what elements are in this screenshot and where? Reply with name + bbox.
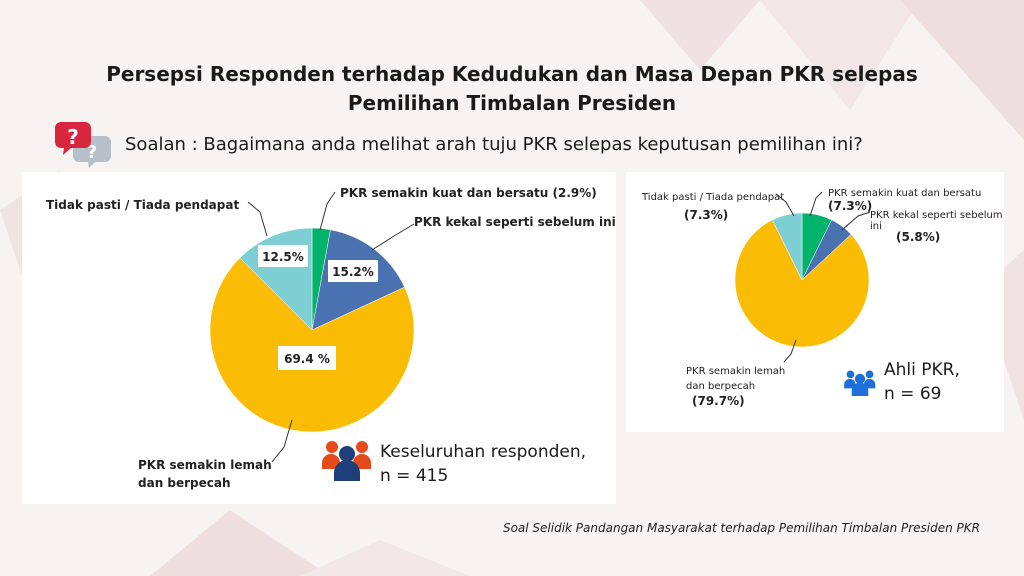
label-strong: PKR semakin kuat dan bersatu (2.9%) (340, 186, 597, 200)
label-weak-2: PKR semakin lemah dan berpecah (686, 366, 786, 392)
respondents-legend-all: Keseluruhan responden, n = 415 (380, 442, 587, 486)
value-strong: (2.9%) (552, 186, 597, 200)
value-weak-2: (79.7%) (692, 394, 745, 408)
value-unsure-2: (7.3%) (684, 208, 729, 222)
leader-line-weak (271, 419, 293, 463)
leader-line-unsure-2 (775, 193, 795, 217)
leader-line-strong (319, 191, 336, 231)
question-text: Soalan : Bagaimana anda melihat arah tuj… (125, 133, 863, 155)
svg-text:69.4 %: 69.4 % (284, 352, 330, 366)
value-box-same: 15.2% (328, 260, 378, 282)
pie-2-slices (734, 212, 870, 348)
chart-panel-pkr-members: PKR semakin kuat dan bersatu (7.3%) PKR … (626, 172, 1004, 432)
leader-line-weak-2 (783, 339, 797, 363)
value-strong-2: (7.3%) (828, 199, 873, 213)
leader-line-same-2 (841, 211, 871, 231)
svg-text:?: ? (67, 125, 79, 149)
svg-text:?: ? (87, 142, 97, 163)
pie-chart-all: 12.5% 15.2% 69.4 % (209, 191, 415, 463)
label-unsure-2: Tidak pasti / Tiada pendapat (642, 192, 785, 203)
value-box-unsure: 12.5% (258, 245, 308, 267)
label-same: PKR kekal seperti sebelum ini (414, 215, 616, 229)
value-box-weak: 69.4 % (278, 346, 336, 370)
question-bubbles-icon: ? ? (55, 122, 111, 168)
people-group-icon (844, 370, 876, 396)
question-row: ? ? Soalan : Bagaimana anda melihat arah… (55, 120, 863, 168)
source-note: Soal Selidik Pandangan Masyarakat terhad… (502, 521, 980, 535)
label-strong-2: PKR semakin kuat dan bersatu (7.3%) (828, 188, 982, 213)
leader-line-same (371, 223, 415, 251)
respondents-legend-members: Ahli PKR, n = 69 (884, 360, 960, 404)
title-line-1: Persepsi Responden terhadap Kedudukan da… (106, 62, 918, 86)
chart-panel-all-respondents: 12.5% 15.2% 69.4 % PKR semakin kuat dan … (22, 172, 616, 504)
leader-line-unsure (247, 201, 268, 237)
value-same-2: (5.8%) (896, 230, 941, 244)
page-title: Persepsi Responden terhadap Kedudukan da… (40, 60, 984, 118)
pie-chart-members (734, 191, 871, 363)
label-same-2: PKR kekal seperti sebelum ini (870, 210, 1003, 232)
label-unsure: Tidak pasti / Tiada pendapat (46, 198, 240, 212)
title-line-2: Pemilihan Timbalan Presiden (347, 91, 677, 115)
people-group-icon (322, 441, 371, 481)
pie-slice-weak (734, 219, 870, 348)
pie-slice-weak (209, 257, 415, 433)
pie-1-slices (209, 227, 415, 433)
svg-text:12.5%: 12.5% (262, 250, 304, 264)
svg-text:15.2%: 15.2% (332, 265, 374, 279)
pie-slice-unsure (772, 212, 803, 281)
label-weak: PKR semakin lemah dan berpecah (138, 458, 272, 490)
leader-line-strong-2 (809, 191, 823, 217)
